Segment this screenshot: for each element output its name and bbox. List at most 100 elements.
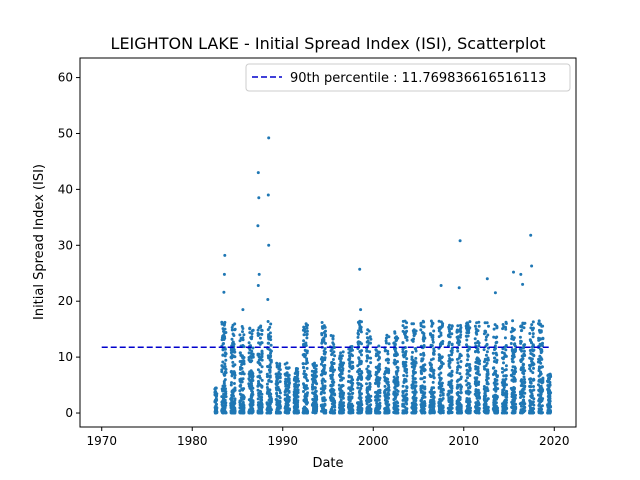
- data-point: [360, 320, 363, 324]
- data-point: [251, 390, 254, 394]
- data-point: [223, 362, 227, 366]
- data-point: [267, 356, 270, 360]
- data-point: [383, 384, 387, 388]
- data-point: [213, 387, 217, 391]
- data-point: [458, 396, 462, 399]
- data-point: [540, 344, 544, 347]
- data-point: [359, 330, 363, 334]
- data-point: [284, 405, 287, 408]
- data-point: [491, 351, 495, 355]
- data-point: [330, 353, 334, 357]
- data-point: [539, 400, 543, 404]
- data-point: [350, 347, 354, 351]
- data-point: [340, 389, 344, 393]
- data-point: [332, 350, 336, 354]
- data-point: [238, 399, 242, 403]
- data-point: [405, 392, 409, 396]
- data-point: [359, 387, 363, 390]
- data-point: [377, 366, 381, 370]
- data-point: [222, 290, 226, 294]
- data-point: [475, 402, 478, 406]
- data-point: [466, 353, 470, 357]
- data-point: [314, 389, 318, 393]
- data-point: [349, 381, 353, 384]
- data-point: [359, 407, 363, 411]
- data-point: [360, 342, 363, 346]
- data-point: [404, 325, 408, 329]
- data-point: [410, 355, 414, 359]
- data-point: [238, 339, 242, 343]
- data-point: [509, 342, 513, 345]
- data-point: [347, 369, 351, 373]
- data-point: [438, 406, 442, 410]
- data-point: [401, 329, 405, 333]
- data-point: [305, 336, 309, 340]
- data-point: [358, 404, 362, 408]
- data-point: [411, 369, 415, 373]
- data-point: [368, 397, 371, 401]
- data-point: [548, 402, 552, 406]
- data-point: [449, 383, 453, 387]
- data-point: [501, 405, 505, 409]
- data-point: [305, 326, 309, 330]
- data-point: [493, 291, 497, 295]
- data-point: [439, 344, 442, 348]
- data-point: [405, 371, 409, 374]
- data-point: [446, 406, 450, 410]
- data-point: [503, 379, 507, 382]
- data-point: [387, 388, 391, 392]
- data-point: [456, 390, 460, 394]
- data-point: [360, 375, 364, 379]
- data-point: [532, 378, 536, 382]
- data-point: [375, 375, 379, 379]
- data-point: [247, 377, 251, 381]
- data-point: [493, 401, 497, 405]
- data-point: [256, 388, 260, 392]
- data-point: [286, 399, 290, 403]
- data-point: [437, 353, 441, 357]
- data-point: [420, 359, 424, 363]
- data-point: [350, 345, 354, 348]
- data-point: [429, 363, 433, 367]
- data-point: [357, 357, 361, 361]
- data-point: [477, 391, 481, 395]
- data-point: [520, 378, 524, 382]
- data-point: [222, 272, 226, 276]
- data-point: [258, 363, 262, 367]
- data-point: [267, 243, 271, 247]
- data-point: [385, 403, 389, 407]
- data-point: [256, 397, 260, 401]
- data-point: [287, 390, 291, 394]
- data-point: [259, 383, 263, 387]
- data-point: [458, 404, 462, 408]
- data-point: [256, 375, 260, 379]
- data-point: [431, 380, 435, 384]
- data-point: [251, 386, 255, 390]
- data-point: [250, 370, 254, 374]
- data-point: [257, 382, 261, 386]
- data-point: [411, 396, 415, 400]
- data-point: [330, 365, 334, 369]
- data-point: [241, 308, 245, 312]
- data-point: [278, 410, 282, 414]
- data-point: [256, 352, 260, 356]
- data-point: [265, 411, 269, 415]
- data-point: [365, 411, 369, 415]
- data-point: [439, 341, 443, 345]
- data-point: [528, 332, 532, 335]
- data-point: [468, 390, 472, 394]
- data-point: [247, 410, 251, 414]
- data-point: [466, 322, 470, 326]
- data-point: [510, 400, 514, 404]
- data-point: [266, 365, 270, 369]
- data-point: [222, 380, 226, 383]
- data-point: [486, 372, 490, 375]
- data-point: [537, 322, 540, 326]
- data-point: [337, 383, 341, 387]
- data-point: [313, 410, 317, 414]
- data-point: [351, 354, 354, 358]
- data-point: [230, 337, 234, 341]
- data-point: [393, 336, 397, 340]
- data-point: [466, 334, 470, 338]
- data-point: [520, 349, 524, 353]
